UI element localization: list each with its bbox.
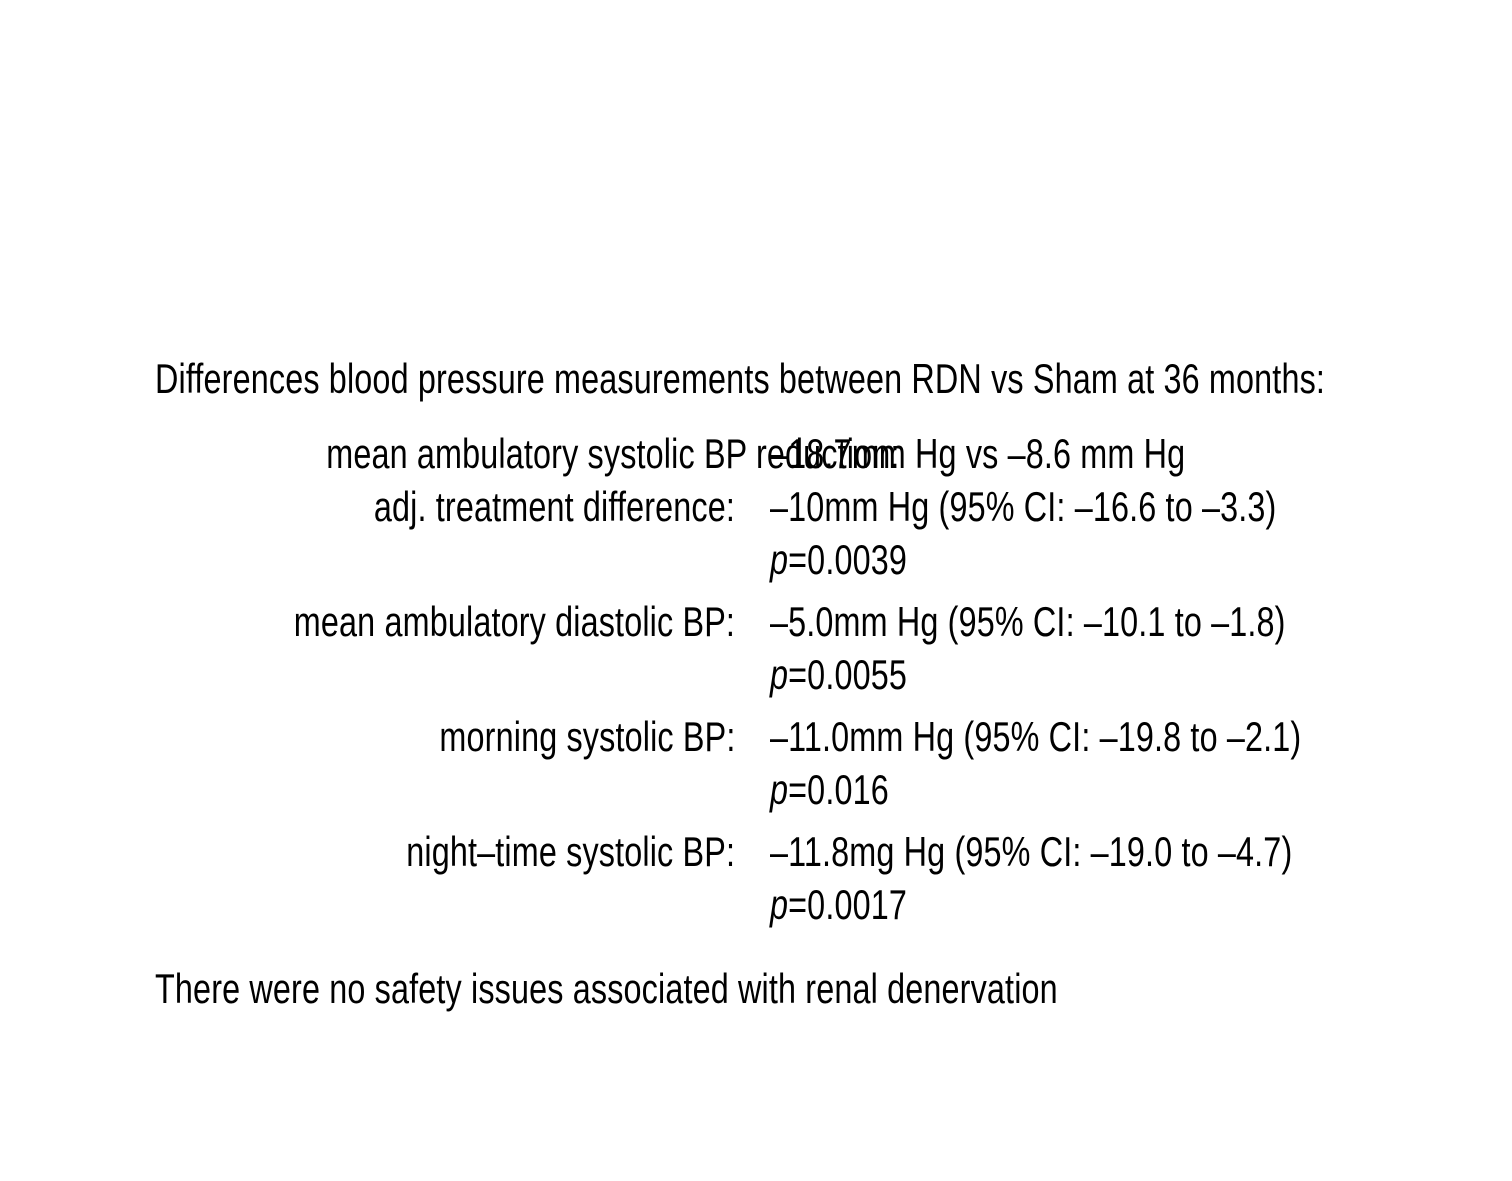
measurement-row: mean ambulatory diastolic BP: –5.0mm Hg … — [155, 595, 1512, 648]
p-value-text: p=0.0017 — [770, 878, 907, 931]
measurement-value-text: –5.0mm Hg (95% CI: –10.1 to –1.8) — [770, 598, 1286, 645]
measurement-label: adj. treatment difference: — [155, 480, 735, 533]
measurement-label: morning systolic BP: — [155, 710, 735, 763]
p-value-text: p=0.0055 — [770, 648, 907, 701]
p-number: =0.0055 — [788, 651, 908, 698]
p-value-row: p=0.0039 — [155, 533, 1512, 586]
measurement-row: morning systolic BP: –11.0mm Hg (95% CI:… — [155, 710, 1512, 763]
measurement-value: –18.7mm Hg vs –8.6 mm Hg — [770, 427, 1512, 480]
content-block: Differences blood pressure measurements … — [155, 352, 1512, 1015]
p-symbol: p — [770, 881, 789, 928]
measurement-label-text: adj. treatment difference: — [373, 483, 735, 530]
measurement-row: adj. treatment difference: –10mm Hg (95%… — [155, 480, 1512, 533]
empty-label-cell — [155, 533, 735, 586]
p-value-cell: p=0.0055 — [770, 648, 1512, 701]
measurement-label-text: mean ambulatory systolic BP reduction: — [326, 430, 900, 477]
empty-label-cell — [155, 648, 735, 701]
footer-note: There were no safety issues associated w… — [155, 962, 1512, 1015]
measurement-label-text: mean ambulatory diastolic BP: — [293, 598, 735, 645]
measurement-row: night–time systolic BP: –11.8mg Hg (95% … — [155, 825, 1512, 878]
p-value-cell: p=0.016 — [770, 763, 1512, 816]
measurement-label: mean ambulatory diastolic BP: — [155, 595, 735, 648]
p-value-text: p=0.0039 — [770, 533, 907, 586]
measurement-group: night–time systolic BP: –11.8mg Hg (95% … — [155, 825, 1512, 931]
measurement-label-text: night–time systolic BP: — [406, 828, 735, 875]
p-value-cell: p=0.0039 — [770, 533, 1512, 586]
measurement-group: mean ambulatory systolic BP reduction: –… — [155, 427, 1512, 586]
p-value-row: p=0.016 — [155, 763, 1512, 816]
measurements-table: mean ambulatory systolic BP reduction: –… — [155, 427, 1512, 931]
empty-label-cell — [155, 763, 735, 816]
measurement-label: night–time systolic BP: — [155, 825, 735, 878]
measurement-value: –11.0mm Hg (95% CI: –19.8 to –2.1) — [770, 710, 1512, 763]
measurement-group: morning systolic BP: –11.0mm Hg (95% CI:… — [155, 710, 1512, 816]
empty-label-cell — [155, 878, 735, 931]
p-value-row: p=0.0017 — [155, 878, 1512, 931]
measurement-group: mean ambulatory diastolic BP: –5.0mm Hg … — [155, 595, 1512, 701]
p-symbol: p — [770, 651, 789, 698]
p-number: =0.0017 — [788, 881, 908, 928]
slide-title-text: Differences blood pressure measurements … — [155, 355, 1326, 402]
measurement-row: mean ambulatory systolic BP reduction: –… — [155, 427, 1512, 480]
p-value-row: p=0.0055 — [155, 648, 1512, 701]
p-value-cell: p=0.0017 — [770, 878, 1512, 931]
measurement-label-text: morning systolic BP: — [438, 713, 735, 760]
measurement-value-text: –10mm Hg (95% CI: –16.6 to –3.3) — [770, 483, 1277, 530]
measurement-value: –11.8mg Hg (95% CI: –19.0 to –4.7) — [770, 825, 1512, 878]
measurement-value-text: –11.0mm Hg (95% CI: –19.8 to –2.1) — [770, 713, 1302, 760]
footer-note-text: There were no safety issues associated w… — [155, 965, 1058, 1012]
measurement-value: –5.0mm Hg (95% CI: –10.1 to –1.8) — [770, 595, 1512, 648]
slide-title: Differences blood pressure measurements … — [155, 352, 1512, 405]
p-number: =0.016 — [788, 766, 889, 813]
measurement-value: –10mm Hg (95% CI: –16.6 to –3.3) — [770, 480, 1512, 533]
p-value-text: p=0.016 — [770, 763, 889, 816]
p-symbol: p — [770, 536, 789, 583]
measurement-value-text: –18.7mm Hg vs –8.6 mm Hg — [770, 430, 1186, 477]
p-number: =0.0039 — [788, 536, 908, 583]
measurement-value-text: –11.8mg Hg (95% CI: –19.0 to –4.7) — [770, 828, 1293, 875]
measurement-label: mean ambulatory systolic BP reduction: — [155, 427, 899, 480]
p-symbol: p — [770, 766, 789, 813]
